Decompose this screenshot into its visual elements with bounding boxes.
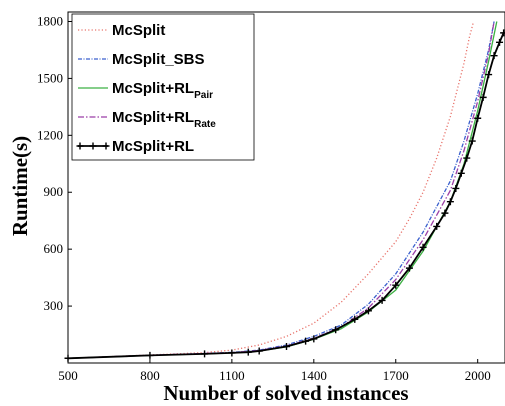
series-point-marker — [244, 348, 252, 356]
legend-subscript: Pair — [194, 90, 213, 101]
y-tick-label: 300 — [44, 298, 64, 313]
series-point-marker — [364, 307, 372, 315]
series-layer — [64, 21, 505, 362]
series-point-marker — [474, 114, 482, 122]
legend-label: McSplit+RL — [112, 138, 194, 155]
y-tick-label: 900 — [44, 184, 64, 199]
legend-marker — [102, 142, 110, 150]
series-point-marker — [496, 38, 504, 46]
legend-label: McSplit+RLPair — [112, 80, 213, 101]
legend-box — [71, 13, 255, 161]
series-point-marker — [310, 335, 318, 343]
legend-label: McSplit_SBS — [112, 51, 205, 68]
series-point-marker — [463, 154, 471, 162]
series-point-marker — [146, 351, 154, 359]
y-tick-label: 1800 — [37, 13, 63, 28]
x-tick-label: 2000 — [465, 368, 491, 383]
x-axis-ticks: 500 800 1100 1400 1700 2000 — [58, 359, 491, 383]
series-point-marker — [468, 137, 476, 145]
series-point-marker — [433, 222, 441, 230]
plot-frame — [67, 11, 505, 364]
series-point-marker — [392, 281, 400, 289]
series-point-marker — [255, 347, 263, 355]
x-axis-label: Number of solved instances — [163, 381, 408, 405]
series-point-marker — [500, 29, 505, 37]
y-axis-label: Runtime(s) — [8, 136, 32, 236]
y-tick-label: 600 — [44, 241, 64, 256]
series-point-marker — [485, 71, 493, 79]
x-tick-label: 1700 — [383, 368, 409, 383]
legend-marker — [76, 142, 84, 150]
series-point-marker — [457, 169, 465, 177]
x-tick-label: 500 — [58, 368, 78, 383]
x-tick-label: 1100 — [219, 368, 245, 383]
series-point-marker — [64, 354, 72, 362]
series-point-marker — [201, 350, 209, 358]
legend-subscript: Rate — [194, 119, 216, 130]
series-point-marker — [419, 243, 427, 251]
series-point-marker — [490, 52, 498, 60]
series-point-marker — [479, 93, 487, 101]
x-tick-label: 800 — [140, 368, 160, 383]
series-point-marker — [446, 198, 454, 206]
series-point-marker — [302, 337, 310, 345]
legend-label: McSplit+RLRate — [112, 109, 216, 130]
series-point-marker — [332, 326, 340, 334]
series-point-marker — [283, 342, 290, 350]
legend-marker — [89, 142, 97, 150]
series-point-marker — [351, 315, 359, 323]
series-point-marker — [228, 349, 236, 357]
series-point-marker — [441, 209, 449, 217]
y-tick-label: 1500 — [37, 70, 63, 85]
series-point-marker — [405, 264, 413, 272]
y-tick-label: 1200 — [37, 127, 63, 142]
series-point-marker — [378, 296, 386, 304]
x-tick-label: 1400 — [301, 368, 327, 383]
legend-label: McSplit — [112, 22, 165, 39]
legend: McSplitMcSplit_SBSMcSplit+RLPairMcSplit+… — [71, 13, 255, 161]
series-point-marker — [452, 184, 460, 192]
y-axis-ticks: 300 600 900 1200 1500 1800 — [37, 13, 72, 313]
